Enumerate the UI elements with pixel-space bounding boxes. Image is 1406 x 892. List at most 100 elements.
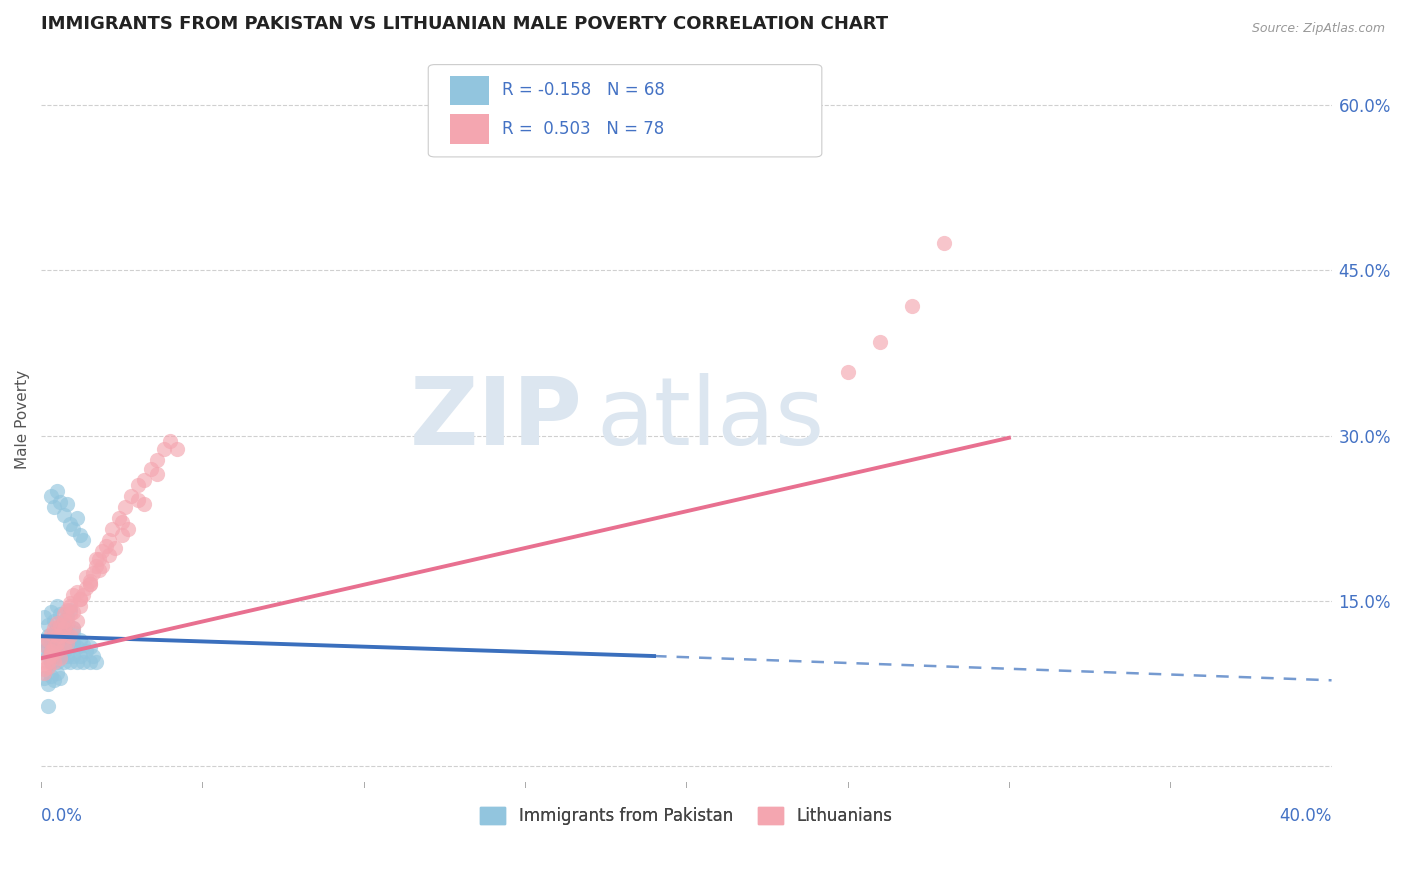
Point [139, 461, 162, 475]
Point [52, 607, 75, 622]
Text: 0.0%: 0.0% [41, 806, 83, 825]
Point [59, 640, 82, 655]
Point [46, 655, 69, 669]
Point [49, 618, 72, 632]
Point [37, 648, 59, 663]
Point [59, 607, 82, 622]
Point [901, 299, 924, 313]
Point [56, 603, 79, 617]
Point [107, 511, 129, 525]
Point [42, 655, 65, 669]
Point [72, 638, 94, 652]
Point [82, 566, 104, 581]
Point [75, 570, 97, 584]
Point [37, 651, 59, 665]
Point [49, 629, 72, 643]
Point [42, 622, 65, 636]
Point [114, 500, 136, 515]
Point [97, 548, 120, 562]
Point [56, 610, 79, 624]
Text: R =  0.503   N = 78: R = 0.503 N = 78 [502, 120, 664, 138]
Point [39, 627, 62, 641]
Point [52, 655, 75, 669]
Point [79, 577, 101, 591]
Point [79, 655, 101, 669]
Point [46, 643, 69, 657]
Text: R = -0.158   N = 68: R = -0.158 N = 68 [502, 81, 665, 99]
Point [166, 442, 188, 456]
Point [72, 655, 94, 669]
Point [37, 640, 59, 655]
Point [37, 655, 59, 669]
Point [134, 497, 156, 511]
Point [72, 533, 94, 548]
Point [69, 599, 91, 614]
Point [39, 655, 62, 669]
Point [49, 651, 72, 665]
Point [65, 640, 87, 655]
Point [46, 665, 69, 680]
Point [59, 599, 82, 614]
Point [42, 638, 65, 652]
Point [52, 622, 75, 636]
Point [97, 533, 120, 548]
Text: 40.0%: 40.0% [1279, 806, 1331, 825]
Text: atlas: atlas [596, 373, 824, 465]
Point [111, 528, 134, 542]
Point [52, 632, 75, 647]
Point [91, 544, 114, 558]
Point [49, 607, 72, 622]
Point [84, 552, 107, 566]
Point [56, 497, 79, 511]
Point [56, 648, 79, 663]
Point [52, 640, 75, 655]
Point [62, 589, 84, 603]
Point [159, 434, 181, 449]
Point [42, 640, 65, 655]
Point [65, 655, 87, 669]
Point [84, 655, 107, 669]
Point [65, 614, 87, 628]
Point [62, 622, 84, 636]
Point [56, 615, 79, 630]
Point [104, 541, 127, 555]
Point [37, 618, 59, 632]
Point [46, 636, 69, 650]
Point [62, 624, 84, 639]
Point [39, 643, 62, 657]
Point [34, 632, 56, 647]
Point [62, 522, 84, 536]
Point [42, 627, 65, 641]
FancyBboxPatch shape [450, 114, 489, 144]
Point [134, 473, 156, 487]
Point [89, 563, 111, 577]
Point [65, 511, 87, 525]
Point [127, 478, 149, 492]
Point [46, 483, 69, 498]
Point [82, 648, 104, 663]
Point [89, 552, 111, 566]
Point [34, 643, 56, 657]
Point [46, 632, 69, 647]
FancyBboxPatch shape [429, 64, 823, 157]
Point [39, 489, 62, 503]
Point [152, 442, 174, 456]
Point [39, 605, 62, 619]
Point [837, 365, 859, 379]
Point [42, 673, 65, 688]
Point [49, 638, 72, 652]
Point [42, 648, 65, 663]
Point [39, 648, 62, 663]
Point [79, 577, 101, 591]
Point [34, 610, 56, 624]
Point [75, 643, 97, 657]
Legend: Immigrants from Pakistan, Lithuanians: Immigrants from Pakistan, Lithuanians [474, 800, 898, 831]
Point [146, 453, 169, 467]
Point [79, 574, 101, 588]
Point [56, 627, 79, 641]
Point [69, 528, 91, 542]
Point [127, 492, 149, 507]
Point [59, 603, 82, 617]
Text: IMMIGRANTS FROM PAKISTAN VS LITHUANIAN MALE POVERTY CORRELATION CHART: IMMIGRANTS FROM PAKISTAN VS LITHUANIAN M… [41, 15, 889, 33]
Point [79, 640, 101, 655]
